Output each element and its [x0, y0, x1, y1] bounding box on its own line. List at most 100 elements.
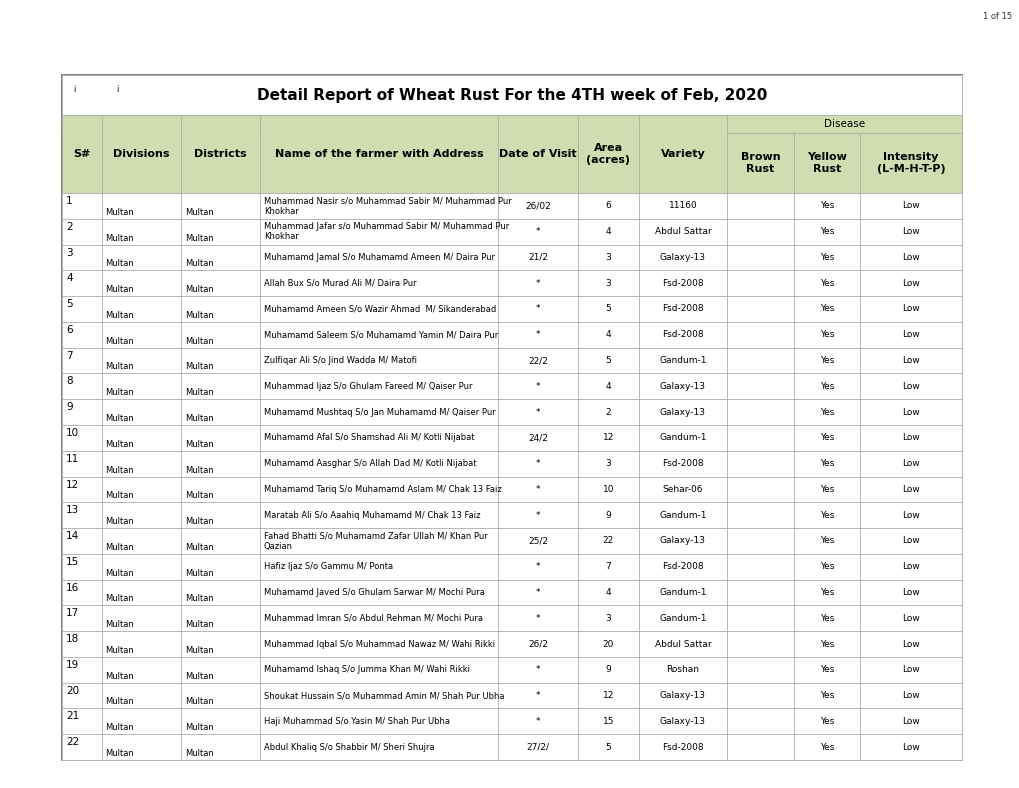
Bar [102, 296, 180, 322]
Text: 11160: 11160 [668, 202, 697, 210]
Text: Zulfiqar Ali S/o Jind Wadda M/ Matofi: Zulfiqar Ali S/o Jind Wadda M/ Matofi [264, 356, 417, 365]
Bar [577, 244, 638, 270]
Text: Multan: Multan [184, 466, 213, 474]
Text: 22: 22 [66, 738, 79, 747]
Text: Multan: Multan [184, 388, 213, 397]
Bar [793, 657, 859, 682]
Text: Muhamamd Ishaq S/o Jumma Khan M/ Wahi Rikki: Muhamamd Ishaq S/o Jumma Khan M/ Wahi Ri… [264, 665, 470, 675]
Bar [62, 734, 102, 760]
Bar [498, 348, 577, 374]
Text: Multan: Multan [106, 466, 135, 474]
Bar [62, 734, 961, 760]
Text: Low: Low [902, 742, 919, 752]
Bar [577, 219, 638, 244]
Text: Multan: Multan [106, 440, 135, 448]
Text: 2: 2 [66, 221, 72, 232]
Bar [102, 657, 180, 682]
Text: Area
(acres): Area (acres) [586, 143, 630, 165]
Text: 11: 11 [66, 454, 79, 463]
Text: 21/2: 21/2 [528, 253, 547, 262]
Text: 12: 12 [66, 480, 79, 489]
Bar [260, 296, 498, 322]
Text: Yes: Yes [819, 614, 834, 623]
Bar [180, 631, 260, 657]
Bar [638, 502, 727, 528]
Text: Multan: Multan [184, 697, 213, 707]
Bar [62, 270, 102, 296]
Bar [180, 554, 260, 580]
Bar [727, 477, 793, 502]
Text: i: i [116, 84, 118, 94]
Bar [102, 682, 180, 708]
Text: 16: 16 [66, 582, 79, 593]
Bar [62, 477, 102, 502]
Text: 12: 12 [602, 691, 613, 700]
Bar [260, 708, 498, 734]
Bar [577, 580, 638, 605]
Bar [577, 193, 638, 219]
Text: Low: Low [902, 485, 919, 494]
Bar [180, 270, 260, 296]
Bar [727, 682, 793, 708]
Text: Gandum-1: Gandum-1 [658, 356, 706, 365]
Bar [260, 400, 498, 425]
Text: Yellow
Rust: Yellow Rust [806, 152, 846, 174]
Bar [62, 451, 102, 477]
Bar [62, 682, 102, 708]
Text: Multan: Multan [184, 671, 213, 681]
Bar [260, 734, 498, 760]
Text: Fsd-2008: Fsd-2008 [661, 279, 703, 288]
Bar [638, 219, 727, 244]
Text: Muhammad Jafar s/o Muhammad Sabir M/ Muhammad Pur
Khokhar: Muhammad Jafar s/o Muhammad Sabir M/ Muh… [264, 222, 508, 241]
Text: 3: 3 [66, 247, 72, 258]
Text: Multan: Multan [106, 697, 135, 707]
Bar [260, 657, 498, 682]
Bar [62, 451, 961, 477]
Text: *: * [535, 382, 540, 391]
Bar [577, 631, 638, 657]
Bar [859, 708, 961, 734]
Text: Multan: Multan [106, 233, 135, 243]
Text: Multan: Multan [184, 208, 213, 217]
Bar [62, 502, 102, 528]
Bar [859, 296, 961, 322]
Text: Muhamamd Saleem S/o Muhamamd Yamin M/ Daira Pur: Muhamamd Saleem S/o Muhamamd Yamin M/ Da… [264, 330, 497, 340]
Text: Multan: Multan [106, 208, 135, 217]
Bar [793, 296, 859, 322]
Bar [180, 734, 260, 760]
Bar [793, 528, 859, 554]
Bar [260, 115, 498, 193]
Text: 18: 18 [66, 634, 79, 644]
Bar [62, 425, 961, 451]
Bar [638, 580, 727, 605]
Text: Multan: Multan [106, 671, 135, 681]
Bar [62, 528, 961, 554]
Bar [498, 425, 577, 451]
Text: Hafiz Ijaz S/o Gammu M/ Ponta: Hafiz Ijaz S/o Gammu M/ Ponta [264, 562, 392, 571]
Bar [727, 133, 793, 193]
Bar [859, 219, 961, 244]
Text: Low: Low [902, 614, 919, 623]
Bar [180, 580, 260, 605]
Text: 1: 1 [66, 196, 72, 206]
Text: Brown
Rust: Brown Rust [740, 152, 780, 174]
Text: Low: Low [902, 717, 919, 726]
Bar [498, 605, 577, 631]
Text: Multan: Multan [184, 620, 213, 629]
Text: Yes: Yes [819, 330, 834, 340]
Bar [180, 219, 260, 244]
Text: Multan: Multan [184, 414, 213, 423]
Bar [62, 708, 102, 734]
Bar [62, 75, 961, 760]
Text: i: i [72, 84, 75, 94]
Bar [793, 451, 859, 477]
Text: Roshan: Roshan [665, 665, 699, 675]
Text: Multan: Multan [106, 723, 135, 732]
Bar [638, 374, 727, 400]
Text: Date of Visit: Date of Visit [498, 149, 577, 159]
Text: 10: 10 [66, 428, 79, 438]
Bar [638, 115, 727, 193]
Text: Low: Low [902, 304, 919, 314]
Bar [62, 244, 102, 270]
Bar [102, 348, 180, 374]
